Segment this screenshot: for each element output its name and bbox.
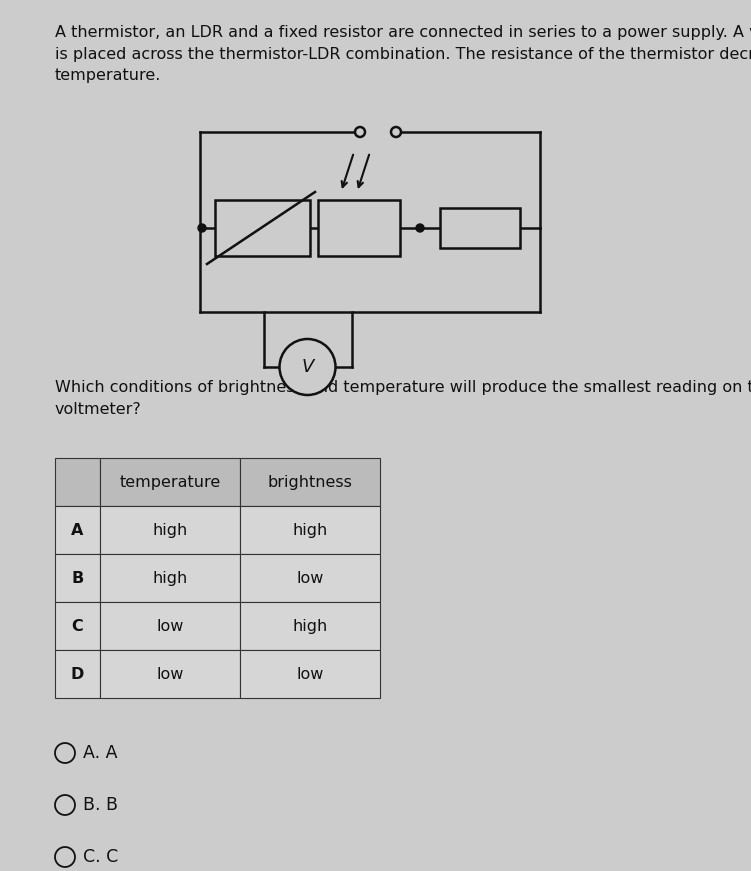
Bar	[55, 602, 100, 650]
Bar	[100, 506, 240, 554]
Bar	[240, 602, 380, 650]
Bar	[55, 458, 100, 506]
Bar	[240, 650, 380, 698]
Text: D: D	[71, 666, 84, 681]
Bar	[240, 506, 380, 554]
Bar	[55, 650, 100, 698]
Text: Which conditions of brightness and temperature will produce the smallest reading: Which conditions of brightness and tempe…	[55, 380, 751, 416]
Text: high: high	[292, 618, 327, 633]
Text: low: low	[156, 618, 184, 633]
Text: high: high	[152, 523, 188, 537]
Bar	[55, 554, 100, 602]
Circle shape	[355, 127, 365, 137]
Text: high: high	[292, 523, 327, 537]
Text: A. A: A. A	[83, 744, 117, 762]
Text: C: C	[71, 618, 83, 633]
Text: C. C: C. C	[83, 848, 118, 866]
Bar	[100, 650, 240, 698]
Circle shape	[391, 127, 401, 137]
Text: brightness: brightness	[267, 475, 352, 490]
Text: low: low	[297, 666, 324, 681]
Bar	[440, 208, 520, 248]
Bar	[240, 554, 380, 602]
Text: V: V	[301, 358, 314, 376]
Bar	[318, 200, 400, 256]
Circle shape	[416, 224, 424, 232]
Text: temperature: temperature	[119, 475, 221, 490]
Text: high: high	[152, 571, 188, 585]
Text: B: B	[71, 571, 83, 585]
Bar	[55, 506, 100, 554]
Bar	[240, 458, 380, 506]
Text: A thermistor, an LDR and a fixed resistor are connected in series to a power sup: A thermistor, an LDR and a fixed resisto…	[55, 25, 751, 84]
Text: B. B: B. B	[83, 796, 118, 814]
Text: A: A	[71, 523, 83, 537]
Text: low: low	[297, 571, 324, 585]
Bar	[215, 200, 310, 256]
Bar	[100, 554, 240, 602]
Bar	[100, 602, 240, 650]
Text: low: low	[156, 666, 184, 681]
Circle shape	[198, 224, 206, 232]
Bar	[100, 458, 240, 506]
Circle shape	[279, 339, 336, 395]
